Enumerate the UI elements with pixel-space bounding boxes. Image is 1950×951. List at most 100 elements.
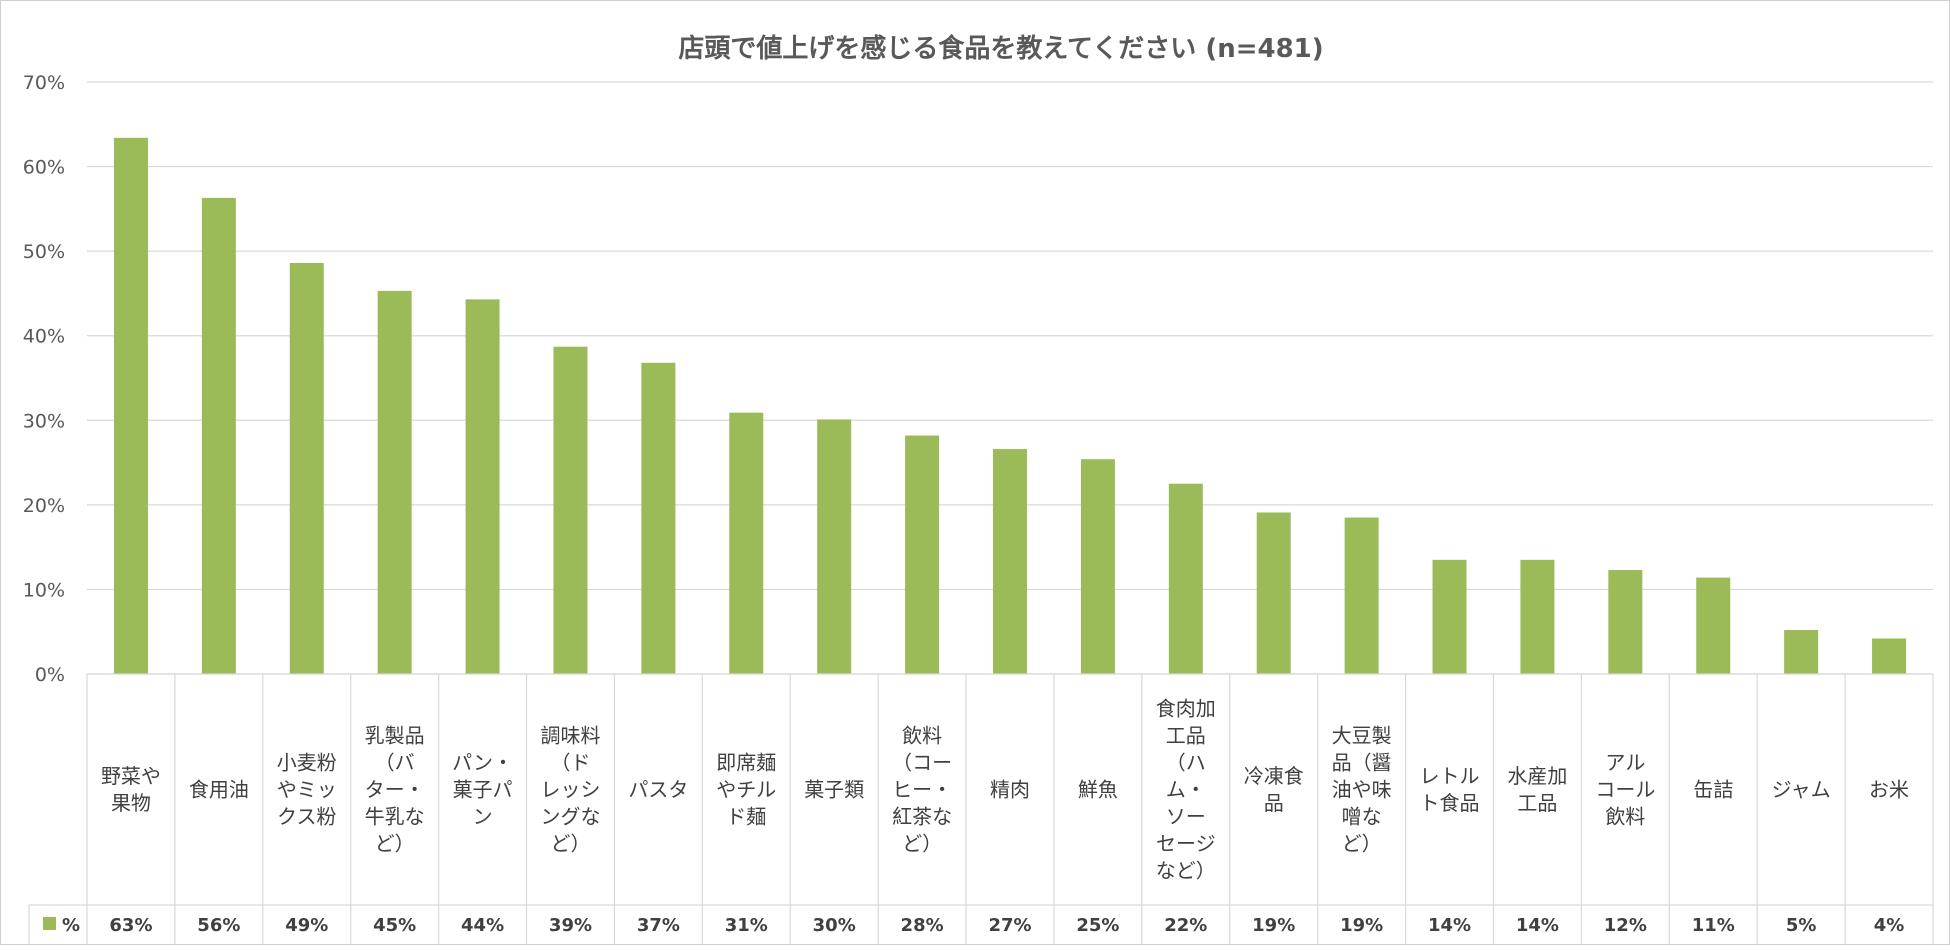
category-label-line: ター・ <box>365 778 425 802</box>
chart-title: 店頭で値上げを感じる食品を教えてください (n=481) <box>678 33 1323 64</box>
category-label: 小麦粉やミックス粉 <box>277 751 337 829</box>
category-label-line: 即席麺 <box>716 751 776 775</box>
category-label-line: パン・ <box>452 751 513 775</box>
category-label-line: 食肉加 <box>1156 697 1216 721</box>
value-label: 31% <box>725 915 768 936</box>
category-label-line: 食用油 <box>189 778 249 802</box>
y-tick-label: 40% <box>23 326 65 348</box>
legend-label: % <box>62 915 80 936</box>
category-label-line: 水産加 <box>1507 764 1567 788</box>
value-label: 14% <box>1516 915 1559 936</box>
category-labels: 野菜や果物食用油小麦粉やミックス粉乳製品（バター・牛乳など）パン・菓子パン調味料… <box>101 697 1909 883</box>
category-label: 野菜や果物 <box>101 764 161 815</box>
category-label-line: レトル <box>1420 764 1480 788</box>
value-label: 44% <box>461 915 504 936</box>
category-label-line: ど） <box>550 832 590 856</box>
category-label-line: 野菜や <box>101 764 161 788</box>
value-label: 11% <box>1692 915 1735 936</box>
value-label: 49% <box>285 915 328 936</box>
category-label: レトルト食品 <box>1420 764 1480 815</box>
category-label-line: ど） <box>902 832 942 856</box>
bar <box>377 290 412 674</box>
value-label: 22% <box>1164 915 1207 936</box>
category-label-line: ど） <box>375 832 415 856</box>
bar <box>1344 517 1379 674</box>
category-label-line: 品 <box>1264 791 1284 815</box>
bars <box>113 137 1907 674</box>
value-label: 25% <box>1076 915 1119 936</box>
category-label-line: 飲料 <box>1605 805 1645 829</box>
category-label: 缶詰 <box>1693 778 1733 802</box>
bar <box>817 419 852 674</box>
category-label: 菓子類 <box>804 778 864 802</box>
category-label-line: セージ <box>1156 832 1216 856</box>
y-tick-label: 70% <box>23 72 65 94</box>
category-label-line: 精肉 <box>990 778 1030 802</box>
bar <box>1608 569 1643 674</box>
category-label: 大豆製品（醤油や味噌など） <box>1332 724 1392 856</box>
legend: % <box>43 915 80 936</box>
category-label-line: 油や味 <box>1332 778 1392 802</box>
category-label: お米 <box>1869 778 1909 802</box>
y-axis-tick-labels: 0% 10% 20% 30% 40% 50% 60% 70% <box>23 72 65 686</box>
category-label-line: 噌な <box>1342 805 1382 829</box>
category-label-line: 鮮魚 <box>1078 778 1118 802</box>
y-tick-label: 0% <box>35 664 65 686</box>
category-label-line: など） <box>1156 859 1216 883</box>
category-label-line: 菓子パ <box>453 778 513 802</box>
value-label: 30% <box>813 915 856 936</box>
value-label: 28% <box>901 915 944 936</box>
y-tick-label: 30% <box>23 410 65 432</box>
category-label-line: ングな <box>540 805 600 829</box>
value-label: 19% <box>1252 915 1295 936</box>
category-label-line: 果物 <box>111 791 151 815</box>
category-label-line: 小麦粉 <box>277 751 337 775</box>
bar <box>729 412 764 674</box>
category-label-line: ジャム <box>1772 778 1831 802</box>
category-label: 即席麺やチルド麺 <box>716 751 776 829</box>
category-label-line: ソー <box>1166 805 1206 829</box>
category-label-line: 冷凍食 <box>1244 764 1304 788</box>
value-label: 5% <box>1786 915 1817 936</box>
category-label: 食用油 <box>189 778 249 802</box>
category-label: 精肉 <box>990 778 1030 802</box>
category-label: 鮮魚 <box>1078 778 1118 802</box>
value-label: 4% <box>1874 915 1905 936</box>
value-label: 45% <box>373 915 416 936</box>
category-label-line: ヒー・ <box>892 778 952 802</box>
category-label-line: 大豆製 <box>1332 724 1392 748</box>
category-label-line: ど） <box>1342 832 1382 856</box>
category-label-line: 乳製品 <box>365 724 425 748</box>
category-label-line: 品（醤 <box>1332 751 1392 775</box>
bar <box>993 449 1027 674</box>
value-label: 56% <box>197 915 240 936</box>
value-label: 39% <box>549 915 592 936</box>
y-tick-label: 20% <box>23 495 65 517</box>
value-labels: 63% 56% 49% 45% 44% 39% 37% 31% 30% 28% 27% 25% 22% 1… <box>109 915 1904 936</box>
bar <box>1080 459 1115 674</box>
category-label-line: 缶詰 <box>1693 778 1733 802</box>
bar <box>641 362 676 674</box>
bar <box>1696 577 1731 674</box>
category-label-line: （ハ <box>1166 751 1206 775</box>
category-label-line: アル <box>1605 751 1645 775</box>
category-label: 調味料 （ドレッシングなど） <box>540 724 600 856</box>
value-label: 63% <box>109 915 152 936</box>
bar <box>1872 638 1907 674</box>
category-label-line: 牛乳な <box>365 805 425 829</box>
category-label-line: コール <box>1595 778 1655 802</box>
value-label: 27% <box>988 915 1031 936</box>
category-label: 冷凍食品 <box>1244 764 1304 815</box>
category-label-line: お米 <box>1869 778 1909 802</box>
category-label: 乳製品 （バター・牛乳など） <box>365 724 425 856</box>
bar <box>905 435 940 674</box>
value-label: 12% <box>1604 915 1647 936</box>
y-tick-label: 50% <box>23 241 65 263</box>
bar <box>1168 483 1203 674</box>
category-label-line: （バ <box>375 751 415 775</box>
category-label-line: ム・ <box>1166 778 1206 802</box>
y-tick-label: 60% <box>23 157 65 179</box>
data-table <box>28 673 1934 944</box>
bar <box>113 137 148 674</box>
